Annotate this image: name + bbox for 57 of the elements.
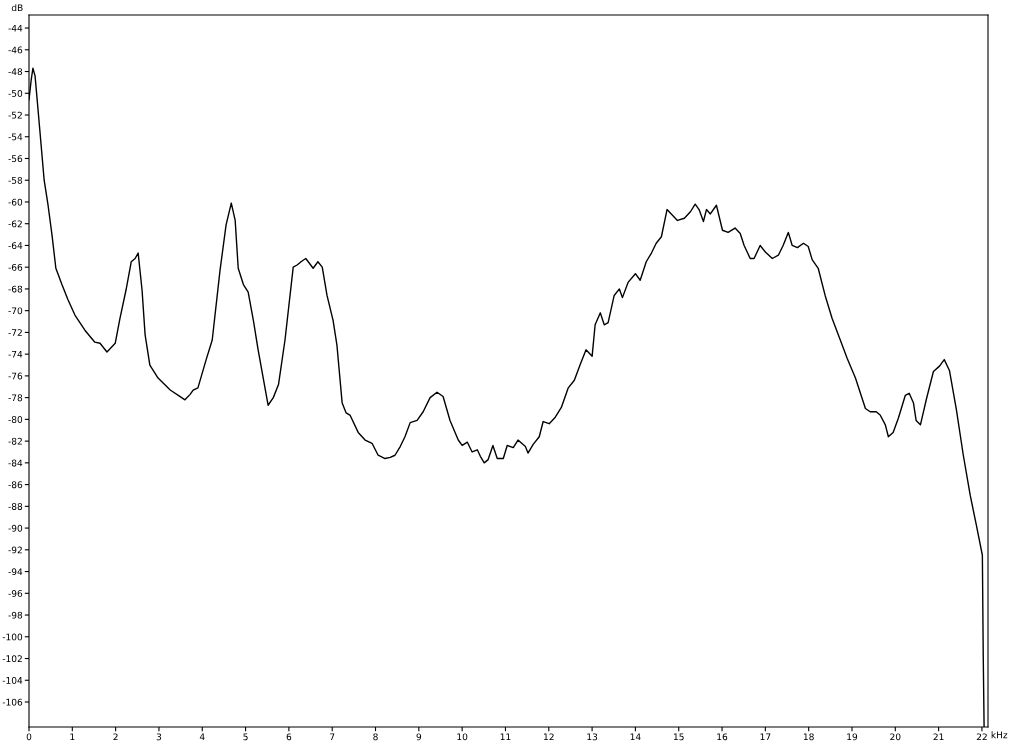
x-tick-label: 8 — [373, 733, 378, 741]
y-tick-label: -84 — [8, 459, 23, 467]
y-tick-label: -72 — [8, 329, 22, 336]
x-tick-label: 21 — [933, 733, 944, 741]
y-tick-label: -76 — [8, 372, 23, 380]
x-tick-label: 14 — [630, 733, 641, 741]
y-tick-label: -48 — [8, 68, 23, 76]
x-tick-label: 9 — [416, 733, 422, 741]
x-tick-label: 2 — [113, 733, 118, 741]
y-axis-title: dB — [11, 4, 23, 12]
x-tick-label: 3 — [156, 733, 162, 741]
x-tick-label: 19 — [847, 733, 858, 741]
y-tick-label: -82 — [8, 437, 22, 445]
y-tick-label: -78 — [8, 394, 23, 402]
y-tick-label: -86 — [8, 481, 23, 489]
y-tick-label: -90 — [8, 524, 23, 532]
x-tick-label: 11 — [500, 733, 511, 741]
y-tick-label: -102 — [2, 655, 22, 663]
x-tick-label: 16 — [717, 733, 728, 741]
y-tick-label: -46 — [8, 46, 23, 54]
y-tick-label: -56 — [8, 155, 23, 163]
y-tick-label: -98 — [8, 611, 23, 619]
x-tick-label: 4 — [199, 733, 205, 741]
x-tick-label: 5 — [243, 733, 248, 741]
y-tick-label: -80 — [8, 416, 23, 423]
y-tick-label: -66 — [8, 263, 23, 271]
x-tick-label: 18 — [803, 733, 814, 741]
x-tick-label: 13 — [587, 733, 598, 741]
y-tick-label: -70 — [8, 307, 23, 315]
x-tick-label: 12 — [544, 733, 554, 741]
x-tick-label: 20 — [890, 733, 901, 741]
x-tick-label: 10 — [457, 733, 468, 741]
y-tick-label: -44 — [8, 24, 23, 32]
y-tick-label: -92 — [8, 546, 22, 554]
y-tick-label: -74 — [8, 351, 23, 358]
x-tick-label: 7 — [330, 733, 335, 741]
y-tick-label: -50 — [8, 90, 23, 97]
y-tick-label: -106 — [2, 698, 23, 706]
y-tick-label: -104 — [2, 676, 23, 684]
x-tick-label: 22 — [976, 733, 987, 741]
x-tick-label: 1 — [70, 733, 75, 741]
y-tick-label: -62 — [8, 220, 22, 228]
x-tick-label: 15 — [673, 733, 684, 741]
x-tick-label: 6 — [286, 733, 292, 741]
y-tick-label: -64 — [8, 242, 23, 250]
y-tick-label: -58 — [8, 176, 23, 184]
y-tick-label: -60 — [8, 198, 23, 206]
y-tick-label: -94 — [8, 568, 23, 576]
y-tick-label: -54 — [8, 133, 23, 141]
y-tick-label: -52 — [8, 111, 22, 119]
y-tick-label: -88 — [8, 503, 23, 510]
y-tick-label: -96 — [8, 590, 23, 597]
y-tick-label: -68 — [8, 285, 23, 293]
x-tick-label: 17 — [760, 733, 771, 741]
x-axis-title: kHz — [991, 731, 1008, 739]
x-tick-label: 0 — [26, 733, 32, 741]
y-tick-label: -100 — [2, 633, 23, 641]
